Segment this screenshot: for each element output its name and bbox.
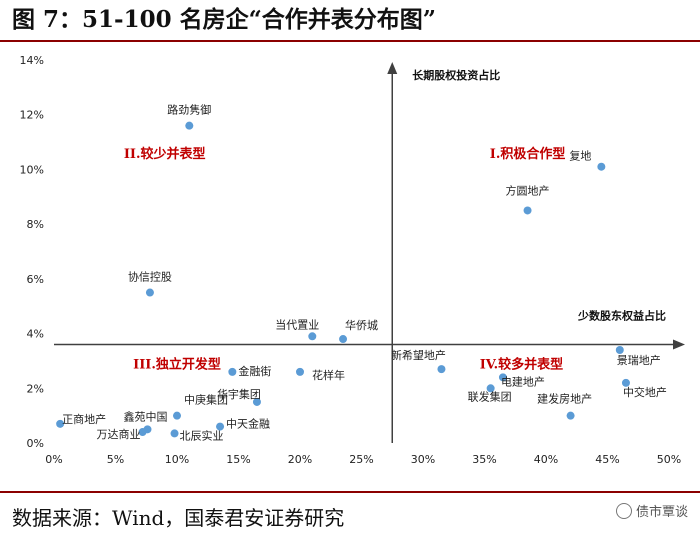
data-label: 协信控股 [128,270,172,284]
y-tick-label: 6% [27,273,44,286]
data-point [523,206,532,215]
data-label: 联发集团 [468,389,512,403]
x-tick-label: 35% [472,453,496,466]
data-label: 景瑞地产 [617,353,661,367]
x-tick-label: 15% [226,453,250,466]
y-tick-label: 10% [20,163,44,176]
scatter-chart: 0% 2% 4% 6% 8% 10% 12% 14% 0% 5% 10% 15% 20% 25% 30% 35… [20,54,685,466]
y-tick-label: 14% [20,54,44,67]
horizontal-axis-arrow [673,339,685,350]
data-label: 路劲隽御 [167,103,211,117]
y-tick-label: 2% [27,382,44,395]
data-point [145,288,154,297]
x-tick-label: 50% [657,453,681,466]
figure-title: 图 7：51-100 名房企“合作并表分布图” [12,6,437,33]
data-point [486,384,495,393]
x-tick-label: 25% [349,453,373,466]
data-point [216,422,225,431]
title-rule [0,40,700,42]
data-point [437,365,446,374]
data-label: 当代置业 [275,317,319,331]
data-point [339,335,348,344]
x-tick-label: 5% [107,453,124,466]
x-tick-label: 20% [288,453,312,466]
data-label: 鑫苑中国 [123,409,167,423]
watermark: 债市覃谈 [615,500,688,526]
quadrant-label: III.独立开发型 [133,357,221,373]
x-tick-label: 45% [595,453,619,466]
watermark-text: 债市覃谈 [635,505,688,520]
data-label: 金融街 [238,364,271,378]
footer-rule [0,491,700,493]
data-point [228,367,237,376]
y-axis-label: 长期股权投资占比 [412,68,500,82]
data-label: 正商地产 [62,412,106,426]
y-tick-label: 8% [27,218,44,231]
data-label: 华宇集团 [217,387,261,401]
x-tick-label: 30% [411,453,435,466]
data-point [56,419,65,428]
data-label: 电建地产 [501,374,545,388]
source-note: 数据来源：Wind，国泰君安证券研究 [12,506,345,530]
x-axis-label: 少数股东权益占比 [577,309,666,323]
data-label: 复地 [569,149,591,163]
wechat-icon [615,503,632,519]
data-point [308,332,317,341]
data-point [566,411,575,420]
data-point [597,162,606,171]
data-point [615,345,624,354]
data-label: 建发房地产 [537,392,592,406]
data-label: 新希望地产 [391,348,446,362]
quadrant-label: II.较少并表型 [124,146,206,162]
data-label: 中庚集团 [184,393,228,407]
data-point [252,397,261,406]
data-label: 北辰实业 [180,428,224,442]
data-label: 华侨城 [345,318,378,332]
y-tick-label: 12% [20,109,44,122]
data-label: 花样年 [312,368,345,382]
data-point [170,429,179,438]
data-point [296,367,304,376]
data-point [498,373,507,382]
data-label: 中天金融 [226,417,270,431]
vertical-axis-arrow [387,62,398,74]
data-label: 万达商业 [97,427,141,441]
y-tick-label: 0% [27,437,44,450]
data-point [185,121,194,130]
quadrant-label: I.积极合作型 [490,146,566,162]
data-label: 中交地产 [623,385,667,399]
data-point [138,428,147,437]
x-tick-label: 0% [45,453,62,466]
data-label: 方圆地产 [506,183,550,197]
data-point [621,378,630,387]
data-point [173,411,181,420]
x-tick-label: 10% [165,453,189,466]
x-tick-label: 40% [534,453,558,466]
quadrant-label: IV.较多并表型 [480,357,563,373]
y-tick-label: 4% [27,328,44,341]
